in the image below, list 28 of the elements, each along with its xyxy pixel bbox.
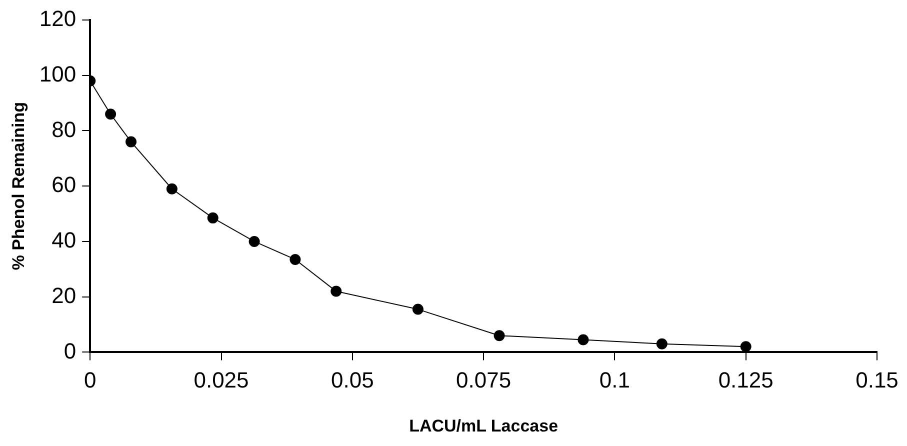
- y-tick-label: 20: [52, 282, 76, 308]
- y-tick-label: 60: [52, 172, 76, 198]
- x-tick-label: 0: [84, 367, 96, 392]
- y-tick-label: 0: [64, 338, 76, 364]
- y-tick-label: 40: [52, 228, 76, 253]
- point: [166, 183, 178, 194]
- y-axis-title: % Phenol Remaining: [8, 102, 28, 270]
- x-tick-label: 0.15: [856, 367, 898, 392]
- point: [126, 136, 137, 148]
- point: [248, 236, 260, 247]
- point: [290, 254, 301, 265]
- point: [656, 338, 668, 350]
- point: [207, 212, 218, 224]
- x-tick-label: 0.1: [599, 367, 630, 392]
- y-tick-label: 100: [39, 61, 76, 86]
- point: [330, 286, 342, 297]
- point: [578, 334, 589, 346]
- x-axis-title: LACU/mL Laccase: [409, 416, 558, 436]
- x-tick-label: 0.05: [330, 367, 374, 392]
- x-tick-label: 0.025: [194, 367, 249, 392]
- y-tick-label: 80: [52, 116, 76, 142]
- point: [412, 304, 424, 315]
- x-tick-label: 0.125: [718, 367, 774, 392]
- y-tick-label: 120: [39, 6, 76, 32]
- point: [494, 330, 505, 342]
- point: [740, 341, 752, 352]
- point: [105, 108, 116, 120]
- x-tick-label: 0.075: [456, 367, 512, 392]
